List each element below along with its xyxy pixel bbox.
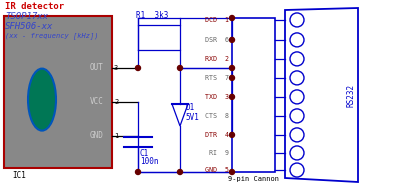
Circle shape bbox=[230, 169, 234, 174]
Text: DSR  6: DSR 6 bbox=[205, 37, 229, 43]
Text: 1: 1 bbox=[114, 133, 118, 139]
Circle shape bbox=[178, 169, 182, 174]
Text: GND: GND bbox=[90, 131, 104, 140]
Text: CTS  8: CTS 8 bbox=[205, 113, 229, 119]
Text: IR detector: IR detector bbox=[5, 2, 64, 11]
Bar bbox=[4, 16, 112, 168]
Circle shape bbox=[230, 75, 234, 80]
Circle shape bbox=[136, 169, 140, 174]
Circle shape bbox=[230, 132, 234, 137]
Circle shape bbox=[230, 94, 234, 99]
Text: 5V1: 5V1 bbox=[185, 112, 199, 121]
Circle shape bbox=[136, 66, 140, 70]
Text: RTS  7: RTS 7 bbox=[205, 75, 229, 81]
Text: VCC: VCC bbox=[90, 97, 104, 107]
Text: 100n: 100n bbox=[140, 157, 158, 166]
Text: R1  3k3: R1 3k3 bbox=[136, 11, 168, 20]
Text: OUT: OUT bbox=[90, 63, 104, 73]
Circle shape bbox=[178, 66, 182, 70]
Text: RXD  2: RXD 2 bbox=[205, 56, 229, 62]
Text: 2: 2 bbox=[114, 99, 118, 105]
Text: D1: D1 bbox=[185, 102, 194, 112]
Text: RI  9: RI 9 bbox=[209, 150, 229, 156]
Circle shape bbox=[230, 16, 234, 21]
Text: IC1: IC1 bbox=[12, 172, 26, 180]
Ellipse shape bbox=[28, 69, 56, 131]
Text: SFH506-xx: SFH506-xx bbox=[5, 22, 53, 31]
Text: TXD  3: TXD 3 bbox=[205, 94, 229, 100]
Text: DCD  1: DCD 1 bbox=[205, 17, 229, 23]
Bar bbox=[232, 18, 275, 172]
Text: GND  5: GND 5 bbox=[205, 167, 229, 173]
Text: 3: 3 bbox=[114, 65, 118, 71]
Circle shape bbox=[230, 37, 234, 42]
Text: (xx - frequency [kHz]): (xx - frequency [kHz]) bbox=[5, 32, 98, 39]
Text: TSOP17xx: TSOP17xx bbox=[5, 12, 48, 21]
Text: RS232: RS232 bbox=[347, 83, 356, 107]
Circle shape bbox=[230, 66, 234, 70]
Text: 9-pin Cannon: 9-pin Cannon bbox=[228, 176, 279, 182]
Text: DTR  4: DTR 4 bbox=[205, 132, 229, 138]
Text: C1: C1 bbox=[140, 149, 149, 158]
